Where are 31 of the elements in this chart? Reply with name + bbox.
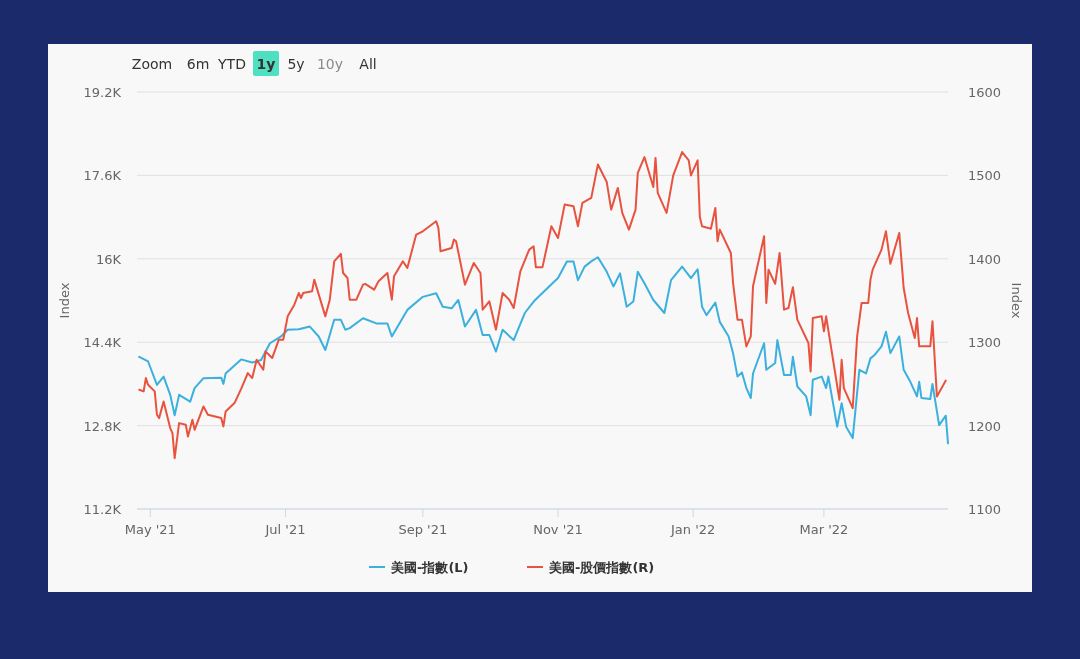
x-tick-label: Sep '21: [398, 522, 448, 537]
x-tick-label: May '21: [124, 522, 176, 537]
line-series: [138, 151, 947, 460]
y-tick-label: 11.2K: [83, 502, 122, 517]
y-tick-label: 19.2K: [83, 85, 122, 100]
y2-tick-label: 1600: [968, 85, 1002, 100]
x-tick-label: Mar '22: [799, 522, 849, 537]
y-tick-label: 17.6K: [83, 168, 122, 184]
x-tick-label: Nov '21: [533, 522, 583, 537]
line-series: [138, 256, 949, 445]
text: YTD: [217, 56, 246, 72]
text: 5y: [287, 56, 305, 72]
y-axis-title: Index: [57, 282, 72, 319]
legend-label: 美國-指數(L): [390, 560, 469, 575]
text: 6m: [186, 56, 210, 72]
y2-axis-title: Index: [1009, 282, 1024, 319]
text: 1y: [256, 56, 276, 72]
y2-tick-label: 1400: [968, 251, 1002, 267]
text: Zoom: [131, 56, 173, 72]
text: 10y: [316, 56, 344, 72]
y-tick-label: 16K: [95, 251, 122, 267]
text: All: [359, 56, 377, 72]
x-tick-label: Jan '22: [670, 522, 716, 537]
legend-label: 美國-股價指數(R): [548, 560, 655, 575]
y2-tick-label: 1200: [968, 418, 1002, 434]
y2-tick-label: 1100: [968, 502, 1002, 517]
x-tick-label: Jul '21: [264, 522, 306, 537]
y-tick-label: 12.8K: [83, 418, 122, 434]
y2-tick-label: 1500: [968, 168, 1002, 184]
y-tick-label: 14.4K: [83, 335, 122, 351]
y2-tick-label: 1300: [968, 335, 1002, 351]
